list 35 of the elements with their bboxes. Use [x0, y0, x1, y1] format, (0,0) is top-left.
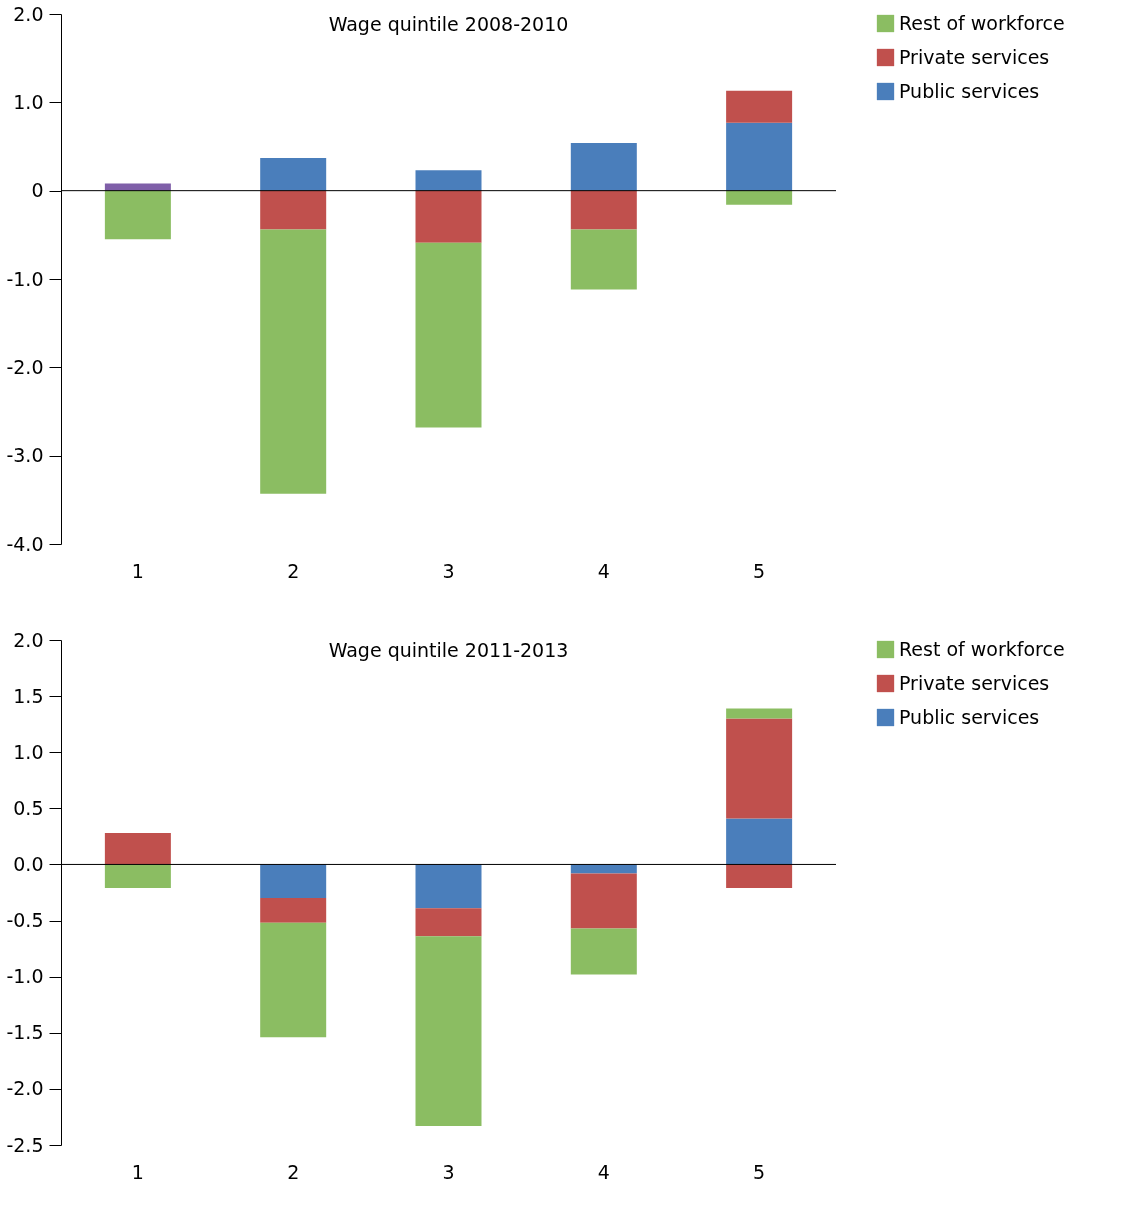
chart-title: Wage quintile 2011-2013: [328, 639, 569, 661]
x-tick-label: 3: [442, 559, 455, 582]
x-tick-label: 5: [753, 1160, 766, 1183]
y-tick-label: -0.5: [6, 909, 44, 932]
y-tick-label: -1.0: [6, 267, 44, 290]
y-tick-label: -3.0: [6, 444, 44, 467]
legend-label: Private services: [899, 45, 1050, 68]
x-tick-label: 4: [597, 559, 610, 582]
y-tick-label: 0.5: [13, 796, 44, 819]
x-tick-label: 2: [287, 1160, 300, 1183]
legend-label: Rest of workforce: [899, 11, 1065, 34]
x-tick-label: 4: [597, 1160, 610, 1183]
x-tick-label: 5: [753, 559, 766, 582]
y-tick-label: 1.0: [13, 740, 44, 763]
y-tick-label: -1.0: [6, 965, 44, 988]
y-tick-label: 2.0: [13, 2, 44, 25]
y-tick-label: -2.0: [6, 1077, 44, 1100]
legend-label: Rest of workforce: [899, 637, 1065, 660]
y-tick-label: 0.0: [13, 852, 44, 875]
legend-label: Private services: [899, 671, 1050, 694]
y-tick-label: 1.5: [13, 684, 44, 707]
x-tick-label: 1: [131, 1160, 144, 1183]
y-tick-label: -2.0: [6, 355, 44, 378]
y-tick-label: -1.5: [6, 1021, 44, 1044]
x-tick-label: 3: [442, 1160, 455, 1183]
x-tick-label: 2: [287, 559, 300, 582]
legend-label: Public services: [899, 79, 1040, 102]
legend-label: Public services: [899, 705, 1040, 728]
y-tick-label: -2.5: [6, 1133, 44, 1156]
y-tick-label: 1.0: [13, 90, 44, 113]
y-tick-label: 2.0: [13, 628, 44, 651]
chart-title: Wage quintile 2008-2010: [328, 13, 569, 35]
y-tick-label: -4.0: [6, 532, 44, 555]
x-tick-label: 1: [131, 559, 144, 582]
y-tick-label: 0: [31, 179, 44, 202]
